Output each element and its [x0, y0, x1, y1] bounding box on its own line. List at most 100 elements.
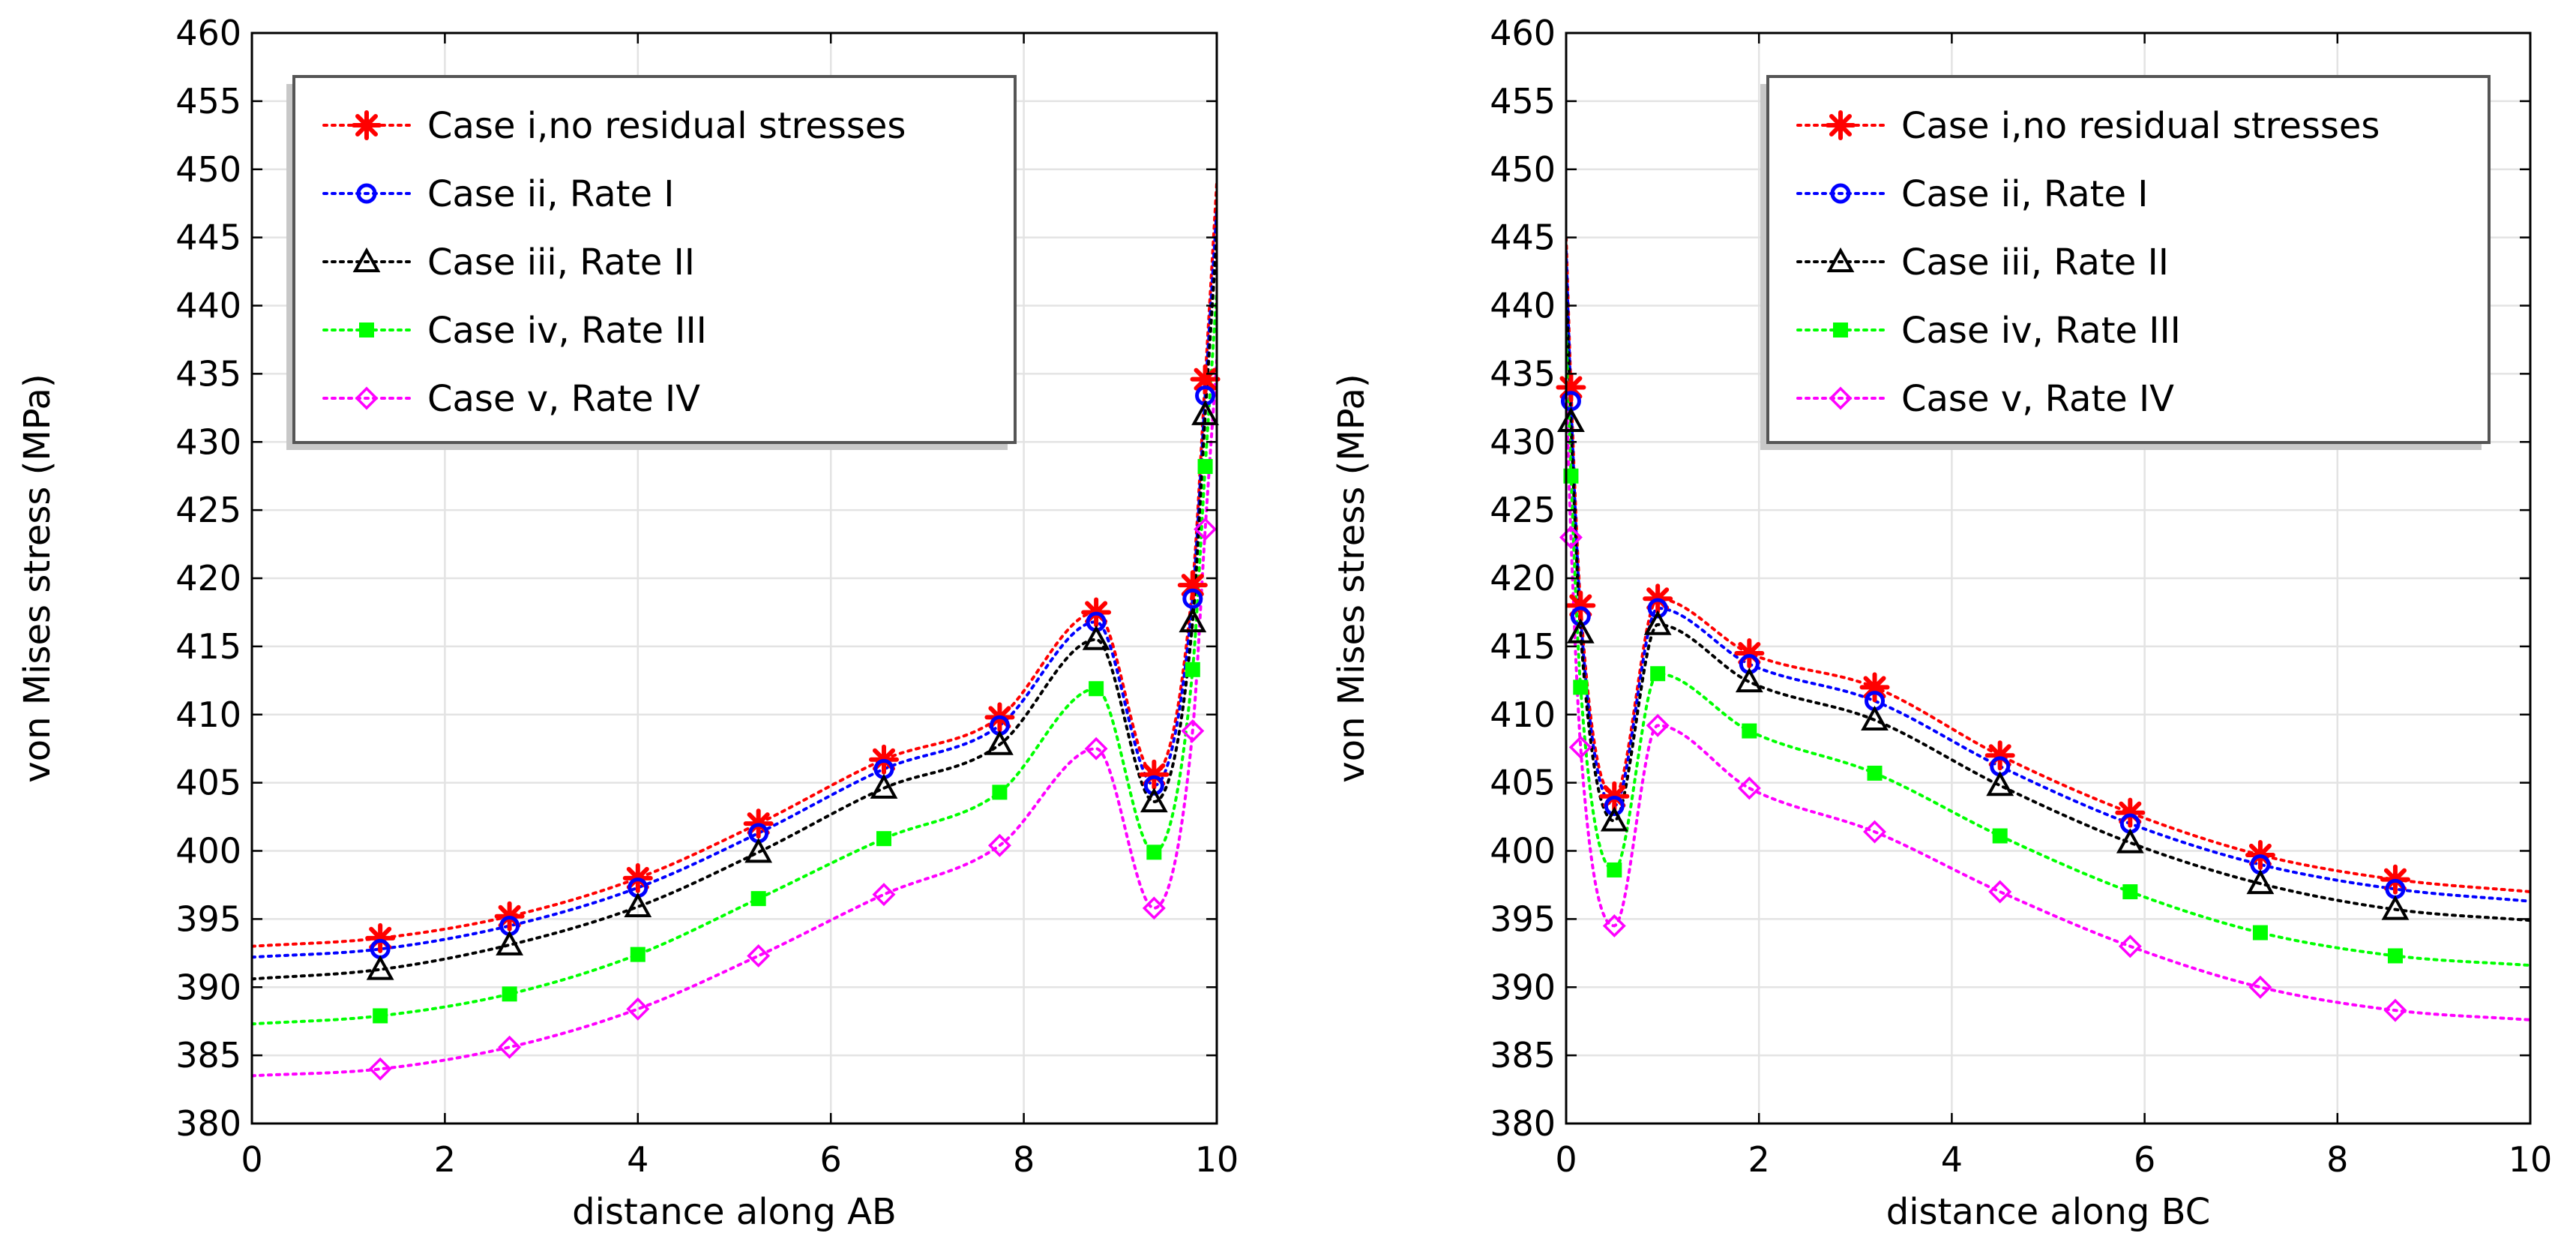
chart-0-series-3-point-5	[992, 784, 1008, 800]
chart-1-series-3-point-1	[1573, 680, 1589, 695]
chart-1-xtick-label-2: 4	[1941, 1139, 1963, 1180]
chart-1-legend: Case i,no residual stresses Case ii, Rate…	[1760, 75, 2491, 450]
chart-1-series-2-point-5	[1861, 705, 1889, 731]
chart-0-series-3-point-6	[1089, 681, 1104, 697]
chart-0-series-4-point-3	[747, 944, 771, 968]
chart-1-series-2-point-6	[1986, 771, 2014, 796]
chart-0-ytick-label-10: 430	[175, 422, 241, 462]
chart-1-series-2-point-3	[1643, 610, 1672, 635]
chart-1-ytick-label-3: 395	[1490, 898, 1556, 939]
chart-1-series-3-point-7	[2122, 884, 2138, 900]
chart-0-series-1-point-8	[1182, 588, 1203, 609]
chart-0-series-3-point-0	[373, 1008, 388, 1024]
chart-0-series-line-4	[252, 358, 1217, 1078]
chart-0-legend-marker-4	[355, 386, 379, 410]
chart-1-ytick-label-11: 435	[1490, 353, 1556, 394]
chart-1-legend-label-4: Case v, Rate IV	[1901, 378, 2174, 420]
chart-0-ytick-label-3: 395	[175, 898, 241, 939]
chart-1-ytick-label-9: 425	[1490, 490, 1556, 530]
chart-1-series-2-point-4	[1735, 668, 1763, 693]
chart-1-series-2-point-7	[2116, 828, 2144, 854]
chart-0-legend-marker-2	[352, 247, 381, 272]
chart-0-legend-box	[292, 75, 1017, 444]
chart-0-series-2-point-7	[1140, 787, 1168, 813]
chart-1-ytick-label-5: 405	[1490, 763, 1556, 803]
chart-1-series-4-point-9	[2383, 998, 2407, 1022]
chart-0-curves	[252, 181, 1217, 1078]
chart-1-series-2-point-2	[1600, 806, 1628, 832]
chart-1-series-3-point-9	[2387, 948, 2403, 964]
chart-1-xtick-label-4: 8	[2326, 1139, 2348, 1180]
chart-1-series-4-point-3	[1646, 713, 1670, 737]
chart-0-series-2-point-4	[870, 773, 898, 799]
chart-1-legend-marker-0	[1826, 110, 1856, 140]
chart-0-series-2-point-2	[624, 892, 652, 918]
chart-0-ytick-label-14: 450	[175, 149, 241, 190]
chart-1-series-2-point-9	[2381, 895, 2410, 920]
chart-0-ytick-label-2: 390	[175, 967, 241, 1007]
chart-0-ytick-label-0: 380	[175, 1103, 241, 1144]
chart-1-series-3-point-8	[2252, 925, 2268, 940]
chart-1-series-line-4	[1566, 386, 2530, 1022]
chart-0-xtick-label-1: 2	[434, 1139, 456, 1180]
chart-0-legend-label-0: Case i,no residual stresses	[427, 105, 906, 147]
chart-0-legend-marker-0	[352, 110, 382, 140]
chart-1-legend-marker-3	[1833, 322, 1848, 338]
chart-1-series-line-2	[1566, 277, 2530, 922]
chart-1-curves	[1566, 236, 2530, 1022]
chart-0-series-2-point-8	[1179, 608, 1207, 633]
chart-bc: 0 2 4 6 8 10 380 385 390 395 400 405 410 415 420 425 430…	[1331, 13, 2552, 1233]
chart-1-series-4-point-2	[1602, 914, 1626, 938]
chart-0-series-3-point-9	[1197, 458, 1213, 474]
chart-0-series-4-point-2	[626, 997, 650, 1021]
chart-1-ytick-label-14: 450	[1490, 149, 1556, 190]
chart-0-ytick-label-13: 445	[175, 218, 241, 258]
chart-1-ytick-label-15: 455	[1490, 81, 1556, 122]
chart-0-series-2-point-0	[366, 955, 394, 980]
chart-0-series-2-point-3	[744, 838, 773, 863]
chart-0-ylabel: von Mises stress (MPa)	[16, 374, 58, 782]
chart-1-ytick-label-10: 430	[1490, 422, 1556, 462]
chart-ab: 0 2 4 6 8 10 380 385 390 395 400 405 410 415 420 425 430…	[16, 13, 1239, 1233]
chart-1-ytick-label-13: 445	[1490, 218, 1556, 258]
chart-0-ytick-label-16: 460	[175, 13, 241, 53]
chart-0-series-4-point-1	[498, 1035, 522, 1059]
chart-0-ytick-label-4: 400	[175, 831, 241, 872]
chart-0-xtick-label-2: 4	[627, 1139, 648, 1180]
chart-1-series-3-point-5	[1867, 765, 1883, 781]
chart-1-ytick-label-8: 420	[1490, 558, 1556, 598]
chart-0-ytick-label-15: 455	[175, 81, 241, 122]
chart-0-series-line-2	[252, 236, 1217, 981]
chart-0-xtick-label-5: 10	[1195, 1139, 1239, 1180]
chart-1-ytick-label-6: 410	[1490, 694, 1556, 735]
chart-0-ytick-label-5: 405	[175, 763, 241, 803]
chart-1-ytick-label-0: 380	[1490, 1103, 1556, 1144]
chart-0-series-4-point-9	[1194, 518, 1218, 542]
chart-0-series-line-0	[252, 181, 1217, 948]
chart-0-ytick-label-12: 440	[175, 286, 241, 326]
chart-1-xtick-label-3: 6	[2134, 1139, 2155, 1180]
chart-0-legend-marker-1	[356, 183, 377, 204]
chart-1-ytick-label-16: 460	[1490, 13, 1556, 53]
chart-1-ytick-label-2: 390	[1490, 967, 1556, 1007]
chart-1-markers	[1556, 372, 2410, 1022]
chart-0-legend-marker-3	[359, 322, 374, 338]
chart-1-xtick-label-5: 10	[2509, 1139, 2553, 1180]
chart-1-ylabel: von Mises stress (MPa)	[1331, 374, 1373, 782]
chart-1-xtick-label-1: 2	[1748, 1139, 1770, 1180]
chart-0-series-line-1	[252, 208, 1217, 959]
chart-1-series-3-point-6	[1992, 828, 2008, 844]
chart-1-series-3-point-3	[1650, 666, 1666, 682]
chart-0-ytick-label-11: 435	[175, 353, 241, 394]
chart-0-xtick-label-3: 6	[820, 1139, 842, 1180]
chart-0-series-3-point-8	[1185, 662, 1200, 677]
chart-0-series-2-point-5	[986, 730, 1014, 755]
chart-1-series-2-point-8	[2246, 869, 2275, 895]
chart-0-xtick-label-4: 8	[1013, 1139, 1035, 1180]
chart-0-series-3-point-1	[502, 986, 517, 1002]
chart-1-series-4-point-0	[1559, 526, 1583, 549]
chart-1-series-3-point-2	[1607, 862, 1622, 878]
chart-1-legend-label-0: Case i,no residual stresses	[1901, 105, 2380, 147]
chart-0-series-line-3	[252, 290, 1217, 1026]
chart-0-series-2-point-6	[1082, 625, 1110, 650]
